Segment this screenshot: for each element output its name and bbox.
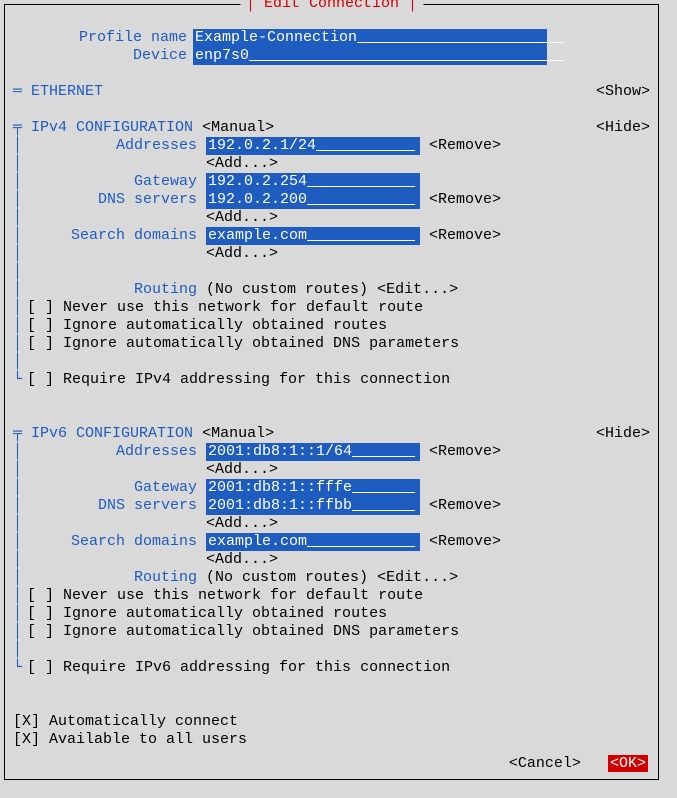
ipv6-dns-label: DNS servers (27, 497, 197, 515)
profile-name-input[interactable]: Example-Connection (193, 29, 547, 47)
ipv4-search-add-button[interactable]: <Add...> (206, 245, 278, 263)
ipv6-gateway-label: Gateway (27, 479, 197, 497)
ipv4-address-add-button[interactable]: <Add...> (206, 155, 278, 173)
ipv6-gateway-input[interactable]: 2001:db8:1::fffe (206, 479, 420, 497)
cb-all-users[interactable]: [X] Available to all users (13, 731, 247, 749)
device-label: Device (13, 47, 193, 65)
ipv4-cb-require[interactable]: [ ] Require IPv4 addressing for this con… (27, 371, 450, 389)
ipv4-hide-button[interactable]: <Hide> (596, 119, 650, 137)
ipv4-cb-ignore-routes[interactable]: [ ] Ignore automatically obtained routes (27, 317, 387, 335)
ipv6-cb-require[interactable]: [ ] Require IPv6 addressing for this con… (27, 659, 450, 677)
ipv4-dns-input[interactable]: 192.0.2.200 (206, 191, 420, 209)
ipv6-address-input[interactable]: 2001:db8:1::1/64 (206, 443, 420, 461)
ipv6-search-add-button[interactable]: <Add...> (206, 551, 278, 569)
ipv4-routing-edit-button[interactable]: <Edit...> (377, 281, 458, 299)
ipv6-addresses-label: Addresses (27, 443, 197, 461)
ipv6-mode-select[interactable]: <Manual> (202, 425, 274, 443)
device-input[interactable]: enp7s0 (193, 47, 547, 65)
cb-auto-connect[interactable]: [X] Automatically connect (13, 713, 238, 731)
ipv4-cb-default-route[interactable]: [ ] Never use this network for default r… (27, 299, 423, 317)
ipv6-heading: ╤ IPv6 CONFIGURATION (13, 425, 193, 443)
ipv6-cb-ignore-dns[interactable]: [ ] Ignore automatically obtained DNS pa… (27, 623, 459, 641)
ipv4-cb-ignore-dns[interactable]: [ ] Ignore automatically obtained DNS pa… (27, 335, 459, 353)
ipv4-search-input[interactable]: example.com (206, 227, 420, 245)
ipv6-cb-default-route[interactable]: [ ] Never use this network for default r… (27, 587, 423, 605)
ipv6-search-label: Search domains (27, 533, 197, 551)
dialog-actions: <Cancel> <OK> (509, 755, 648, 773)
profile-name-label: Profile name (13, 29, 193, 47)
ipv4-address-remove-button[interactable]: <Remove> (429, 137, 501, 155)
ipv6-address-add-button[interactable]: <Add...> (206, 461, 278, 479)
dialog-title: │ Edit Connection │ (240, 0, 423, 13)
dialog-frame: │ Edit Connection │ Profile name Example… (4, 4, 659, 780)
ipv4-routing-label: Routing (27, 281, 197, 299)
ipv4-search-label: Search domains (27, 227, 197, 245)
ethernet-heading: ═ ETHERNET (13, 83, 103, 101)
ethernet-show-button[interactable]: <Show> (596, 83, 650, 101)
ipv6-routing-label: Routing (27, 569, 197, 587)
ipv6-hide-button[interactable]: <Hide> (596, 425, 650, 443)
ipv4-search-remove-button[interactable]: <Remove> (429, 227, 501, 245)
ipv6-dns-remove-button[interactable]: <Remove> (429, 497, 501, 515)
ipv4-addresses-label: Addresses (27, 137, 197, 155)
ipv6-routing-value: (No custom routes) (206, 569, 368, 587)
ipv4-address-input[interactable]: 192.0.2.1/24 (206, 137, 420, 155)
ipv4-mode-select[interactable]: <Manual> (202, 119, 274, 137)
ipv6-dns-add-button[interactable]: <Add...> (206, 515, 278, 533)
ipv4-gateway-input[interactable]: 192.0.2.254 (206, 173, 420, 191)
ipv4-routing-value: (No custom routes) (206, 281, 368, 299)
ipv4-dns-remove-button[interactable]: <Remove> (429, 191, 501, 209)
ipv4-heading: ╤ IPv4 CONFIGURATION (13, 119, 193, 137)
ipv6-dns-input[interactable]: 2001:db8:1::ffbb (206, 497, 420, 515)
ipv4-dns-add-button[interactable]: <Add...> (206, 209, 278, 227)
ipv6-cb-ignore-routes[interactable]: [ ] Ignore automatically obtained routes (27, 605, 387, 623)
ok-button[interactable]: <OK> (608, 755, 648, 772)
cancel-button[interactable]: <Cancel> (509, 755, 581, 772)
ipv4-gateway-label: Gateway (27, 173, 197, 191)
ipv6-address-remove-button[interactable]: <Remove> (429, 443, 501, 461)
ipv6-search-remove-button[interactable]: <Remove> (429, 533, 501, 551)
ipv6-routing-edit-button[interactable]: <Edit...> (377, 569, 458, 587)
ipv6-search-input[interactable]: example.com (206, 533, 420, 551)
ipv4-dns-label: DNS servers (27, 191, 197, 209)
